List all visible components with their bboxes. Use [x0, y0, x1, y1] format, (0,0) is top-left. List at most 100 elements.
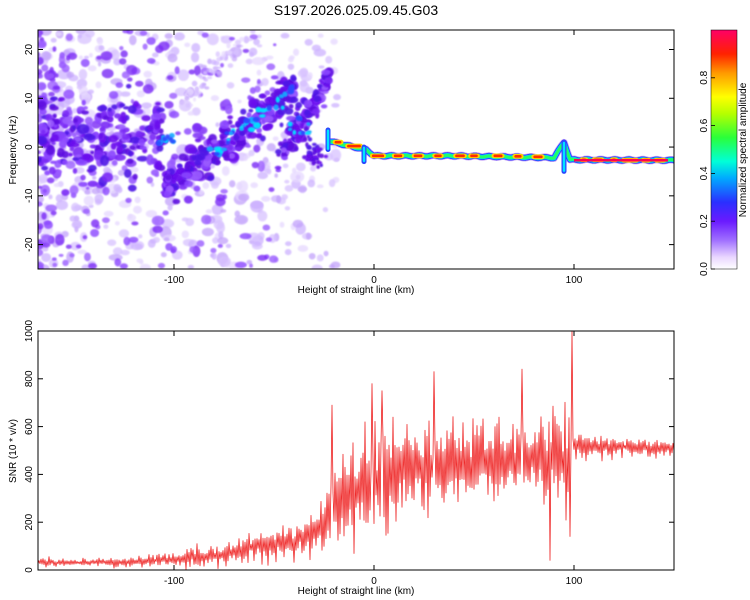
spectrogram-blob: [47, 100, 53, 104]
spectrogram-blob: [292, 219, 304, 228]
spectrogram-blob: [147, 239, 156, 248]
spectrogram-blob: [147, 126, 154, 131]
spectrogram-blob: [162, 210, 169, 216]
spectrogram-frame: [37, 29, 675, 270]
spectrogram-blob: [150, 182, 155, 187]
spectrogram-blob: [52, 262, 58, 268]
colorbar-tick-label: 0.0: [699, 262, 710, 276]
spectrogram-blob: [117, 169, 125, 176]
spectrogram-blob: [234, 146, 242, 152]
spectrogram-blob: [50, 134, 60, 142]
spectrogram-blob: [243, 154, 248, 162]
spectrogram-blob: [38, 56, 44, 65]
spectrogram-blob: [58, 97, 65, 102]
spectrogram-blob: [116, 146, 124, 153]
spectrogram-blob: [299, 82, 310, 93]
spectrogram-blob: [209, 163, 215, 169]
spectrogram-blob: [99, 155, 110, 167]
spectrogram-blob: [139, 125, 146, 131]
spectrogram-blob: [265, 237, 273, 242]
spectrogram-blob: [266, 105, 272, 111]
spectrogram-blob: [226, 82, 235, 89]
spectrogram-blob: [38, 195, 44, 204]
spectrogram-blob: [197, 74, 203, 78]
spectrogram-blob: [253, 144, 261, 153]
spectrogram-blob: [107, 110, 114, 118]
spectrogram-blob: [324, 83, 331, 88]
spectrogram-blob: [201, 227, 214, 237]
spectrogram-blob: [213, 60, 220, 66]
spectrogram-blob: [123, 236, 131, 246]
ridge-hotspot-core: [514, 155, 522, 158]
spectrogram-blob: [273, 43, 277, 47]
spectrogram-blob: [48, 194, 53, 200]
spectrogram-blob: [134, 196, 141, 204]
spectrogram-blob: [53, 123, 58, 129]
spectrogram-blob: [145, 209, 158, 218]
spectrogram-blob: [261, 195, 271, 202]
spectrogram-blob: [211, 181, 219, 189]
spectrogram-blob: [249, 47, 258, 56]
spectrogram-blob: [184, 144, 197, 155]
spectrogram-blob: [90, 219, 100, 228]
spectrogram-blob: [89, 144, 96, 149]
spectrogram-blob: [39, 30, 52, 36]
spectrogram-blob: [69, 215, 77, 222]
spectrogram-blob: [64, 130, 70, 136]
spectrogram-blob: [216, 66, 221, 69]
spectrogram-blob: [126, 77, 133, 82]
spectrogram-blob: [72, 157, 79, 161]
spectrogram-blob: [303, 136, 308, 142]
spectrogram-blob: [177, 69, 190, 82]
spectrogram-blob: [69, 185, 79, 195]
spectrogram-blob: [249, 87, 257, 94]
spectrogram-blob: [275, 168, 282, 173]
spectrogram-blob: [292, 48, 300, 56]
spectrogram-blob: [187, 89, 194, 95]
ridge-spike-core: [562, 141, 566, 172]
spectrogram-blob: [101, 217, 110, 224]
spectrogram-blob: [114, 258, 122, 267]
spectrogram-blob: [122, 30, 130, 34]
spectrogram-blob: [312, 160, 318, 164]
spectrogram-blob: [82, 208, 90, 214]
spectrogram-blob: [274, 165, 282, 170]
spectrogram-blob: [323, 250, 329, 257]
spectrogram-blob: [120, 91, 131, 97]
spectrogram-blob: [51, 257, 57, 261]
spectrogram-blob: [81, 153, 89, 161]
spectrogram-blob: [108, 150, 116, 160]
spectrogram-blob: [52, 113, 57, 119]
spectrogram-x-label: Height of straight line (km): [298, 285, 415, 296]
spectrogram-blob: [115, 82, 124, 89]
spectrogram-blob: [216, 222, 226, 234]
spectrogram-blob: [135, 80, 144, 87]
spectrogram-blob: [279, 221, 285, 228]
spectrogram-blob: [84, 189, 91, 195]
spectrogram-y-tick-label: -20: [24, 237, 35, 252]
spectrogram-blob: [268, 187, 275, 192]
spectrogram-blob: [250, 30, 256, 34]
spectrogram-blob: [174, 66, 180, 75]
spectrogram-blob: [102, 186, 110, 196]
spectrogram-blob: [248, 149, 255, 157]
spectrogram-blob: [217, 71, 223, 78]
spectrogram-blob: [151, 215, 165, 226]
spectrogram-blob: [38, 201, 43, 207]
spectrogram-blob: [251, 57, 265, 66]
spectrogram-blob: [65, 160, 76, 170]
spectrogram-blob: [286, 115, 296, 121]
spectrogram-blob: [310, 165, 317, 172]
spectrogram-blob: [38, 264, 44, 269]
spectrogram-blob: [77, 33, 83, 39]
spectrogram-blob: [87, 180, 98, 187]
spectrogram-blob: [120, 111, 127, 120]
ridge-spike-core: [362, 146, 366, 163]
spectrogram-blob: [194, 138, 202, 143]
spectrogram-blob: [41, 212, 47, 220]
spectrogram-blob: [234, 214, 249, 225]
spectrogram-blob: [219, 140, 226, 145]
spectrogram-blob: [62, 259, 69, 267]
ridge-hotspot-core: [434, 154, 442, 158]
spectrogram-blob: [63, 89, 75, 99]
